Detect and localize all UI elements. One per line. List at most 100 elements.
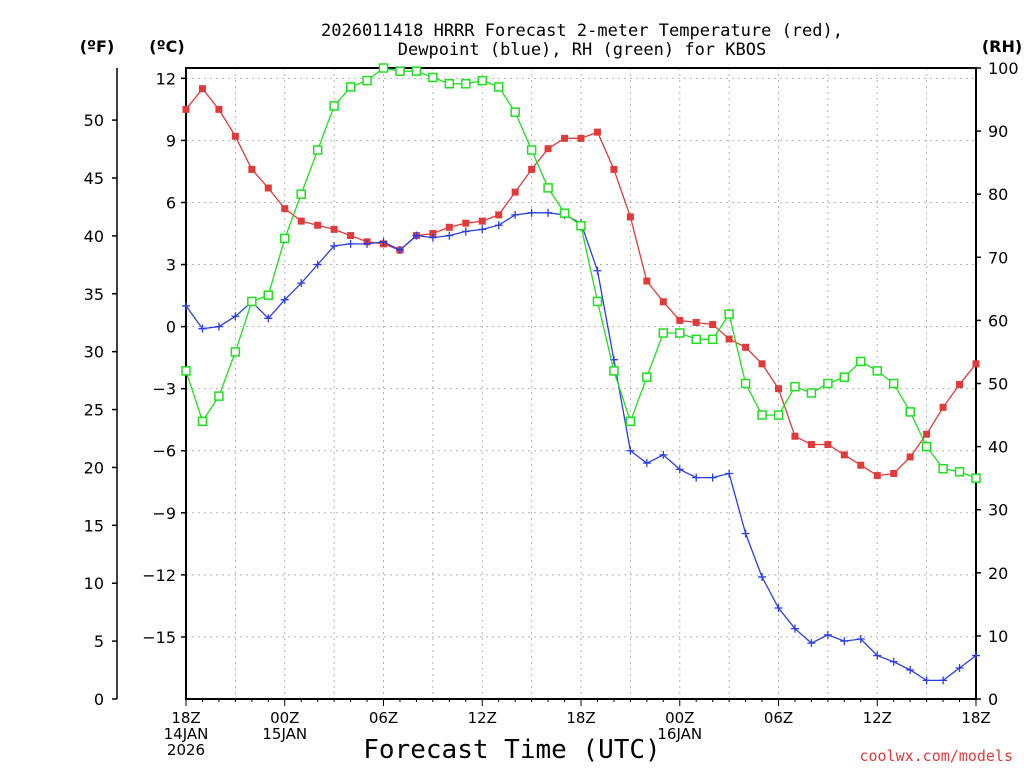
temperature-point	[561, 134, 569, 142]
x-tick-label: 12Z	[863, 709, 892, 727]
rh-tick-label: 0	[988, 690, 998, 709]
rh-point	[329, 101, 339, 111]
temperature-point	[873, 472, 881, 480]
temperature-point	[857, 461, 865, 469]
rh-point	[790, 381, 800, 392]
fahrenheit-tick-label: 0	[94, 690, 104, 709]
rh-point	[428, 72, 438, 83]
dewpoint-point	[856, 635, 865, 644]
temperature-point	[297, 217, 305, 225]
temperature-point	[528, 165, 536, 173]
rh-point	[461, 79, 471, 89]
rh-point	[954, 467, 965, 477]
rh-point	[757, 410, 767, 420]
rh-point	[395, 66, 405, 76]
temperature-point	[742, 343, 750, 351]
celsius-tick-label: 12	[156, 69, 176, 88]
celsius-tick-label: −12	[142, 566, 176, 585]
temperature-point	[626, 213, 634, 221]
rh-tick-label: 40	[988, 438, 1008, 457]
rh-point	[773, 410, 784, 420]
rh-point	[296, 189, 306, 199]
temperature-point	[972, 360, 980, 368]
rh-point	[888, 378, 899, 389]
temperature-point	[429, 230, 437, 238]
rh-tick-label: 70	[988, 248, 1008, 267]
x-tick-label: 2026	[167, 741, 205, 759]
temperature-point	[923, 430, 931, 438]
axes: 50454035302520151050129630−3−6−9−12−1510…	[84, 59, 1019, 759]
rh-point	[493, 82, 504, 92]
temperature-point	[824, 441, 832, 449]
rh-point	[609, 366, 619, 376]
rh-point	[345, 82, 356, 92]
dewpoint-point	[725, 469, 734, 478]
rh-point	[247, 296, 257, 307]
celsius-tick-label: −9	[152, 504, 176, 523]
dewpoint-point	[955, 663, 964, 672]
rh-tick-label: 60	[988, 311, 1008, 330]
temperature-point	[462, 219, 470, 227]
x-tick-label: 12Z	[468, 709, 497, 727]
rh-point	[362, 75, 372, 86]
dewpoint-point	[758, 572, 767, 581]
temperature-point	[676, 316, 684, 324]
rh-tick-label: 10	[988, 627, 1008, 646]
dewpoint-point	[445, 231, 454, 240]
temperature-point	[577, 134, 585, 142]
temperature-point	[906, 453, 914, 461]
dewpoint-point	[906, 666, 915, 675]
dewpoint-point	[330, 241, 339, 250]
rh-point	[444, 79, 455, 89]
rh-tick-label: 80	[988, 185, 1008, 204]
x-tick-label: 16JAN	[657, 725, 702, 743]
rh-point	[938, 463, 948, 474]
x-tick-label: 18Z	[566, 709, 595, 727]
temperature-point	[956, 381, 964, 389]
rh-point	[740, 378, 751, 389]
temperature-point	[725, 335, 733, 343]
temperature-point	[692, 318, 700, 326]
rh-point	[312, 145, 323, 155]
temperature-point	[330, 225, 338, 233]
temperature-point	[215, 105, 223, 113]
dewpoint-point	[790, 624, 799, 633]
dewpoint-point	[231, 312, 240, 321]
temperature-point	[198, 85, 206, 93]
rh-tick-label: 100	[988, 59, 1019, 78]
dewpoint-point	[527, 208, 536, 217]
rh-point	[691, 334, 701, 345]
temperature-point	[939, 403, 947, 411]
temperature-point	[709, 321, 717, 329]
temperature-point	[314, 221, 322, 229]
temperature-point	[758, 360, 766, 368]
rh-point	[642, 372, 652, 382]
dewpoint-point	[840, 637, 849, 646]
dewpoint-point	[478, 225, 487, 234]
dewpoint-point	[922, 676, 931, 685]
celsius-tick-label: −15	[142, 628, 176, 647]
rh-unit-label: (RH)	[982, 37, 1022, 56]
fahrenheit-tick-label: 10	[84, 574, 104, 593]
rh-point	[806, 388, 817, 398]
dewpoint-point	[395, 246, 404, 255]
celsius-tick-label: 3	[166, 256, 176, 275]
rh-point	[559, 208, 570, 218]
rh-point	[592, 296, 603, 307]
x-tick-label: 06Z	[369, 709, 398, 727]
temperature-point	[495, 211, 503, 219]
temperature-point	[544, 145, 552, 153]
rh-point	[823, 378, 833, 389]
temperature-point	[281, 205, 289, 213]
temperature-point	[890, 469, 898, 477]
dewpoint-point	[889, 657, 898, 666]
dewpoint-point	[280, 295, 289, 304]
rh-point	[707, 334, 718, 345]
rh-tick-label: 30	[988, 501, 1008, 520]
rh-point	[510, 107, 520, 117]
temperature-point	[840, 451, 848, 459]
celsius-tick-label: 6	[166, 193, 176, 212]
rh-point	[230, 347, 241, 357]
rh-point	[839, 372, 850, 382]
fahrenheit-tick-label: 50	[84, 111, 104, 130]
